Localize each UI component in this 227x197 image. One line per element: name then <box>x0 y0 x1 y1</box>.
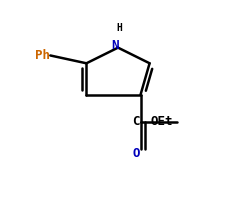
Text: C: C <box>132 115 140 128</box>
Text: H: H <box>116 23 122 33</box>
Text: Ph: Ph <box>35 49 49 62</box>
Text: O: O <box>132 147 140 160</box>
Text: OEt: OEt <box>151 115 173 128</box>
Text: N: N <box>111 39 118 52</box>
